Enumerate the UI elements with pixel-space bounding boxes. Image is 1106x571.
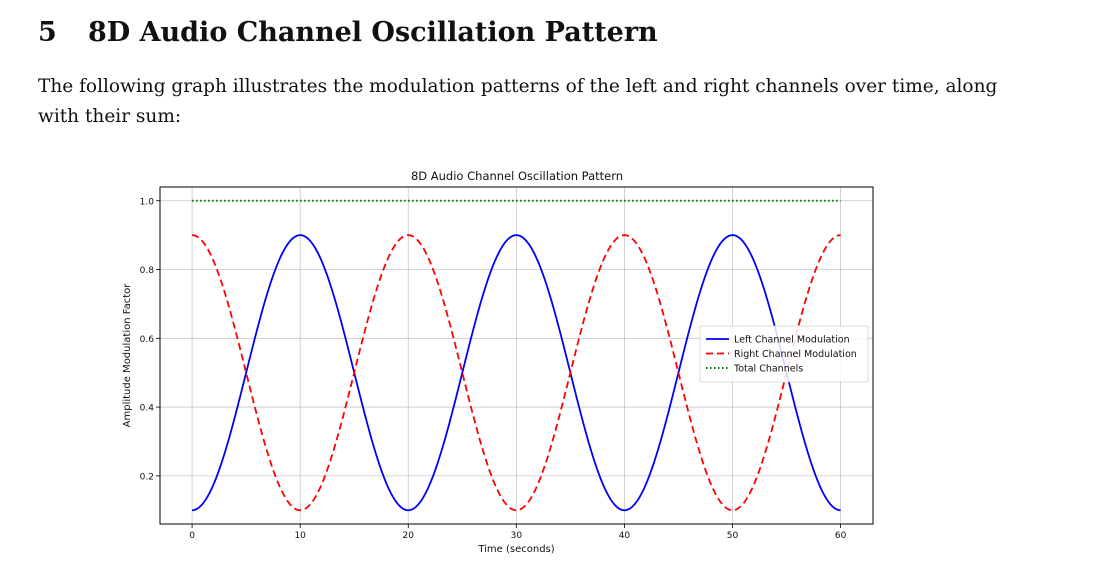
x-tick-label: 10: [294, 531, 306, 541]
x-tick-label: 20: [403, 531, 415, 541]
series-line-left-channel-modulation: [192, 234, 841, 512]
y-tick-label: 0.2: [140, 472, 154, 482]
chart-legend: Left Channel Modulation Right Channel Mod…: [699, 325, 869, 383]
line-chart: 8D Audio Channel Oscillation Pattern 0 10…: [122, 169, 874, 555]
legend-label: Right Channel Modulation: [734, 349, 857, 360]
y-tick-label: 0.8: [140, 266, 155, 276]
section-heading: 5 8D Audio Channel Oscillation Pattern: [38, 14, 658, 52]
intro-paragraph: The following graph illustrates the modu…: [38, 76, 998, 127]
legend-box: [699, 325, 869, 383]
x-tick-label: 60: [835, 531, 847, 541]
section-number: 5: [38, 17, 57, 48]
chart-title: 8D Audio Channel Oscillation Pattern: [411, 169, 623, 183]
chart-axes: 0 10 20 30 40 50 60 0.2 0.4 0.6 0.8 1.0: [140, 197, 847, 541]
chart-figure: 8D Audio Channel Oscillation Pattern 0 10…: [0, 160, 1106, 571]
x-tick-label: 40: [619, 531, 631, 541]
y-axis-label: Amplitude Modulation Factor: [122, 283, 133, 428]
legend-label: Total Channels: [733, 364, 803, 375]
section-title: 8D Audio Channel Oscillation Pattern: [88, 17, 658, 48]
chart-series: [192, 199, 841, 512]
x-tick-label: 50: [727, 531, 739, 541]
x-axis-label: Time (seconds): [477, 544, 554, 555]
x-tick-label: 30: [511, 531, 523, 541]
x-tick-label: 0: [189, 531, 195, 541]
series-line-right-channel-modulation: [192, 234, 841, 512]
y-tick-label: 0.6: [140, 335, 155, 345]
y-tick-label: 0.4: [140, 404, 155, 414]
legend-label: Left Channel Modulation: [734, 335, 850, 346]
y-tick-label: 1.0: [140, 197, 155, 207]
